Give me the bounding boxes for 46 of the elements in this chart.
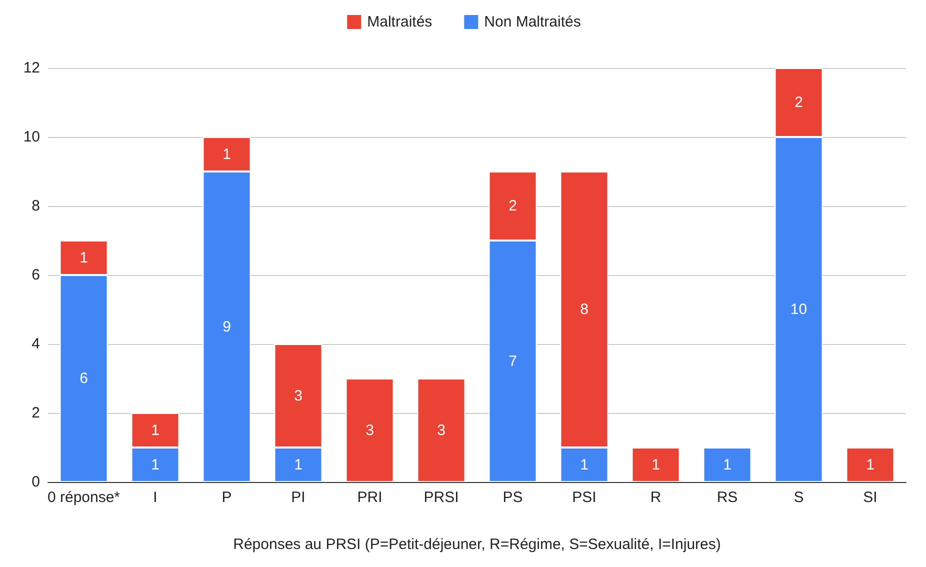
- data-label: 9: [222, 318, 231, 336]
- data-label: 1: [80, 249, 88, 266]
- x-tick-label: P: [222, 489, 232, 506]
- x-tick-label: SI: [863, 489, 878, 506]
- x-tick-label: 0 réponse*: [47, 489, 120, 506]
- y-tick-label: 0: [32, 474, 40, 490]
- bar: [703, 448, 752, 482]
- x-tick-label: PRSI: [424, 489, 459, 506]
- data-label: 10: [790, 301, 808, 318]
- data-label: 8: [580, 301, 588, 318]
- x-tick-label: RS: [716, 489, 738, 506]
- bar: [632, 448, 680, 482]
- bar: [846, 448, 894, 482]
- data-label: 6: [80, 370, 88, 387]
- data-label: 1: [723, 456, 732, 474]
- legend-label: Maltraités: [367, 14, 432, 30]
- y-tick-label: 8: [32, 198, 40, 214]
- data-label: 1: [294, 456, 302, 474]
- x-tick-label: S: [794, 489, 804, 506]
- data-label: 1: [151, 422, 160, 439]
- x-tick-label: PSI: [572, 489, 596, 506]
- data-label: 7: [508, 352, 517, 370]
- x-tick-label: PRI: [357, 489, 382, 506]
- data-label: 1: [866, 456, 874, 474]
- data-label: 3: [437, 422, 446, 439]
- data-label: 1: [580, 456, 588, 474]
- x-tick-label: R: [650, 489, 662, 506]
- data-label: 1: [652, 456, 660, 474]
- bar: [346, 378, 394, 482]
- y-tick-label: 12: [23, 60, 40, 76]
- x-axis-title: Réponses au PRSI (P=Petit-déjeuner, R=Régime, S=Sexualité, I=Injures): [233, 536, 721, 553]
- legend-label: Non Maltraités: [484, 14, 581, 30]
- x-tick-label: PI: [291, 489, 306, 506]
- y-tick-label: 2: [32, 404, 40, 422]
- y-tick-label: 4: [32, 336, 40, 352]
- y-tick-label: 6: [32, 266, 40, 284]
- data-label: 3: [366, 422, 374, 439]
- data-label: 1: [151, 456, 160, 474]
- data-label: 2: [794, 94, 803, 111]
- data-label: 1: [222, 146, 231, 163]
- x-tick-label: PS: [502, 489, 523, 506]
- data-label: 3: [294, 387, 302, 404]
- data-label: 2: [508, 198, 517, 214]
- bar: [417, 378, 466, 482]
- x-tick-label: I: [153, 489, 158, 506]
- y-tick-label: 10: [23, 128, 40, 146]
